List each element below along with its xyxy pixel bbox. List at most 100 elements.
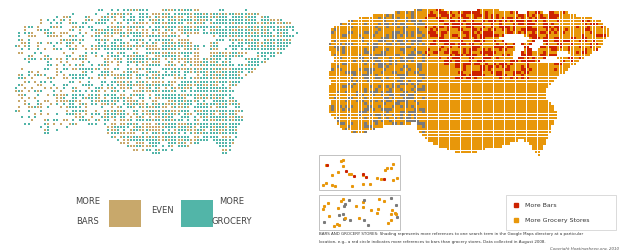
- Point: [94, 74, 104, 78]
- Point: [336, 91, 346, 95]
- Point: [441, 111, 451, 115]
- Point: [520, 119, 530, 123]
- Point: [537, 96, 547, 100]
- Point: [404, 14, 414, 18]
- Point: [174, 135, 184, 139]
- Point: [377, 77, 387, 81]
- Point: [391, 80, 401, 84]
- Point: [446, 148, 456, 152]
- Point: [374, 62, 384, 66]
- Point: [330, 108, 340, 112]
- Point: [14, 35, 24, 39]
- Point: [382, 31, 392, 35]
- Point: [589, 46, 599, 50]
- Point: [421, 48, 431, 52]
- Point: [135, 61, 145, 65]
- Point: [189, 109, 199, 113]
- Point: [449, 37, 459, 41]
- Point: [174, 84, 184, 87]
- Point: [344, 28, 354, 32]
- Point: [202, 26, 212, 30]
- Point: [81, 58, 91, 62]
- Point: [471, 94, 481, 98]
- Point: [192, 135, 202, 139]
- Point: [421, 23, 431, 27]
- Point: [349, 80, 359, 84]
- Point: [523, 12, 533, 16]
- Point: [441, 12, 451, 16]
- Point: [103, 93, 113, 97]
- Point: [151, 119, 161, 123]
- Point: [21, 45, 31, 49]
- Point: [429, 116, 439, 120]
- Point: [371, 102, 381, 106]
- Point: [435, 46, 445, 50]
- Point: [446, 28, 456, 32]
- Point: [158, 10, 168, 14]
- Point: [561, 66, 571, 70]
- Point: [413, 62, 423, 66]
- Point: [427, 23, 437, 27]
- Point: [438, 37, 448, 41]
- Point: [391, 34, 401, 38]
- Point: [129, 26, 139, 30]
- Point: [564, 46, 574, 50]
- Point: [18, 84, 28, 87]
- Point: [325, 74, 335, 78]
- Point: [501, 28, 511, 32]
- Point: [154, 16, 164, 20]
- Point: [347, 82, 357, 86]
- Point: [209, 128, 219, 132]
- Point: [126, 71, 136, 75]
- Point: [333, 96, 343, 100]
- Point: [344, 34, 354, 38]
- Point: [68, 22, 78, 26]
- Point: [238, 32, 248, 36]
- Point: [374, 102, 384, 106]
- Point: [572, 54, 582, 58]
- Point: [514, 125, 524, 129]
- Point: [421, 17, 431, 21]
- Point: [107, 100, 117, 103]
- Point: [468, 46, 478, 50]
- Point: [427, 77, 437, 81]
- Point: [396, 91, 406, 95]
- Point: [388, 96, 398, 100]
- Point: [241, 48, 251, 52]
- Point: [429, 66, 439, 70]
- Point: [215, 68, 225, 71]
- Point: [78, 22, 88, 26]
- Point: [594, 28, 604, 32]
- Point: [459, 91, 469, 95]
- Point: [68, 109, 78, 113]
- Point: [451, 74, 461, 78]
- Point: [391, 12, 401, 16]
- Point: [180, 74, 190, 78]
- Point: [269, 29, 279, 33]
- Point: [490, 40, 500, 44]
- Point: [369, 20, 379, 24]
- Point: [212, 128, 222, 132]
- Point: [539, 34, 549, 38]
- Point: [501, 77, 511, 81]
- Point: [385, 108, 395, 112]
- Point: [432, 43, 442, 47]
- Point: [158, 96, 168, 100]
- Point: [551, 74, 561, 78]
- Point: [501, 139, 511, 143]
- Point: [36, 80, 46, 84]
- Point: [443, 94, 453, 98]
- Point: [238, 13, 248, 17]
- Point: [145, 45, 155, 49]
- Point: [154, 103, 164, 107]
- Point: [446, 31, 456, 35]
- Point: [385, 34, 395, 38]
- Point: [459, 57, 469, 61]
- Point: [215, 122, 225, 126]
- Point: [520, 105, 530, 109]
- Point: [506, 14, 516, 18]
- Point: [192, 100, 202, 103]
- Point: [548, 12, 558, 16]
- Point: [564, 60, 574, 64]
- Point: [421, 96, 431, 100]
